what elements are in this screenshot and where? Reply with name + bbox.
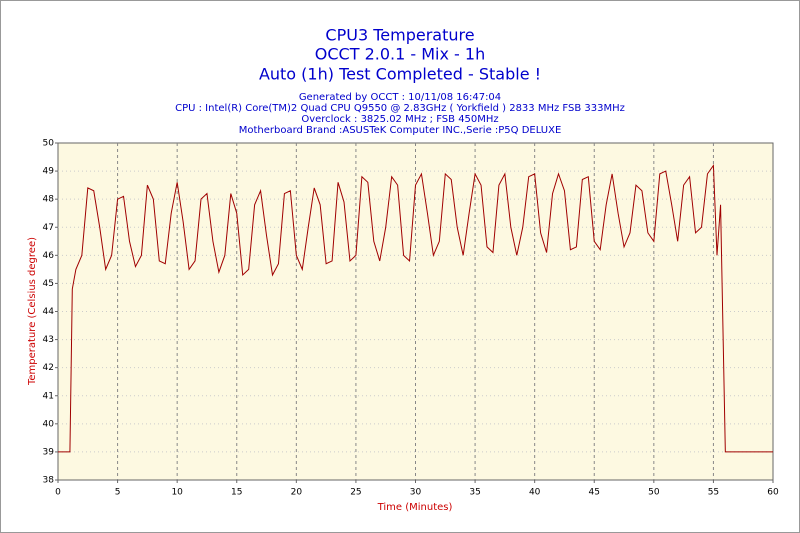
x-tick-label: 50	[648, 488, 660, 498]
y-tick-label: 38	[43, 476, 55, 486]
x-tick-label: 35	[469, 488, 480, 498]
x-tick-label: 55	[708, 488, 719, 498]
x-tick-label: 20	[291, 488, 303, 498]
x-tick-label: 40	[529, 488, 541, 498]
x-tick-label: 25	[350, 488, 361, 498]
y-tick-label: 49	[43, 167, 55, 177]
info-line: Motherboard Brand :ASUSTeK Computer INC.…	[239, 125, 562, 136]
chart-title: CPU3 Temperature	[325, 26, 474, 45]
x-axis-label: Time (Minutes)	[377, 502, 453, 513]
series-line	[58, 163, 773, 453]
y-tick-label: 46	[43, 251, 55, 261]
chart-subtitle: OCCT 2.0.1 - Mix - 1h	[315, 45, 485, 64]
chart-status: Auto (1h) Test Completed - Stable !	[259, 65, 541, 84]
y-tick-label: 40	[43, 419, 55, 429]
x-tick-label: 45	[589, 488, 600, 498]
x-tick-label: 10	[171, 488, 183, 498]
y-tick-label: 48	[43, 195, 55, 205]
x-tick-label: 30	[410, 488, 422, 498]
x-tick-label: 15	[231, 488, 242, 498]
x-tick-label: 0	[55, 488, 61, 498]
y-tick-label: 47	[43, 223, 54, 233]
y-tick-label: 41	[43, 391, 54, 401]
y-tick-label: 39	[43, 447, 55, 457]
y-tick-label: 42	[43, 363, 54, 373]
x-tick-label: 60	[767, 488, 779, 498]
y-tick-label: 43	[43, 335, 54, 345]
y-tick-label: 44	[43, 307, 55, 317]
info-line: Generated by OCCT : 10/11/08 16:47:04	[299, 92, 501, 103]
y-axis-label: Temperature (Celsius degree)	[27, 237, 38, 386]
x-tick-label: 5	[115, 488, 121, 498]
info-line: Overclock : 3825.02 MHz ; FSB 450MHz	[301, 114, 498, 125]
info-line: CPU : Intel(R) Core(TM)2 Quad CPU Q9550 …	[175, 103, 625, 114]
y-tick-label: 45	[43, 279, 54, 289]
y-tick-label: 50	[43, 139, 55, 149]
